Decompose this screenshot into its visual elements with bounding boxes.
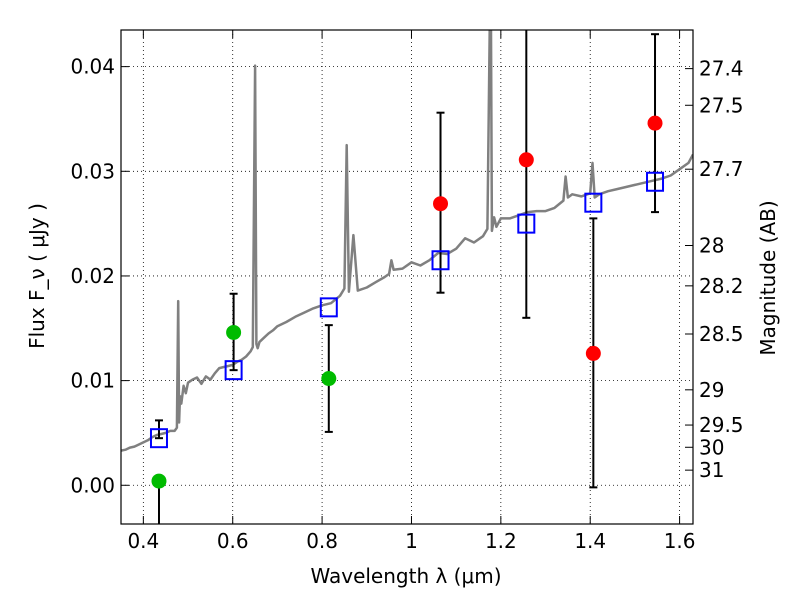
plot-frame — [120, 29, 694, 525]
x-tick-label: 1.4 — [574, 529, 606, 553]
red-data-point — [433, 196, 449, 212]
green-data-point — [151, 473, 167, 489]
y-axis-label: Flux F_ν ( μJy ) — [25, 203, 49, 349]
right-tick-label: 30 — [699, 435, 724, 459]
model-square-marker — [431, 250, 450, 271]
y-tick-label: 0.04 — [70, 55, 115, 79]
data-points — [149, 115, 665, 489]
y-axis-right-label: Magnitude (AB) — [756, 200, 780, 355]
spectrum-series — [121, 30, 693, 452]
green-data-point — [226, 324, 242, 340]
model-square-marker — [584, 192, 603, 213]
x-tick-label: 0.8 — [306, 529, 338, 553]
axis-ticks: 0.4 0.6 0.8 1 1.2 1.4 1.6 0.00 0.01 0.02 0.03 0.04 2… — [70, 30, 744, 553]
x-axis-label: Wavelength λ (μm) — [310, 564, 501, 588]
right-tick-label: 31 — [699, 458, 724, 482]
right-tick-label: 29 — [699, 378, 724, 402]
y-tick-label: 0.03 — [70, 159, 115, 183]
x-tick-label: 0.6 — [217, 529, 249, 553]
green-data-point — [321, 371, 337, 387]
axes-frame — [120, 29, 694, 525]
x-tick-label: 1.6 — [664, 529, 696, 553]
y-tick-label: 0.01 — [70, 369, 115, 393]
right-tick-label: 27.4 — [699, 57, 744, 81]
model-square-marker — [517, 213, 536, 234]
right-tick-label: 28.2 — [699, 274, 744, 298]
grid-lines — [121, 30, 693, 524]
x-tick-label: 0.4 — [127, 529, 159, 553]
x-tick-label: 1.2 — [485, 529, 517, 553]
model-square-marker — [224, 360, 243, 381]
right-tick-label: 27.7 — [699, 157, 744, 181]
right-tick-label: 29.5 — [699, 413, 744, 437]
y-tick-label: 0.02 — [70, 264, 115, 288]
y-tick-label: 0.00 — [70, 473, 115, 497]
x-tick-label: 1 — [405, 529, 418, 553]
red-data-point — [518, 152, 534, 168]
spectrum-line — [121, 30, 693, 452]
red-data-point — [647, 115, 663, 131]
model-square-marker — [149, 428, 168, 449]
right-tick-label: 28 — [699, 234, 724, 258]
right-tick-label: 28.5 — [699, 322, 744, 346]
red-data-point — [585, 345, 601, 361]
model-square-marker — [319, 297, 338, 318]
model-square-marker — [646, 171, 665, 192]
error-bars — [154, 30, 660, 524]
right-tick-label: 27.5 — [699, 93, 744, 117]
